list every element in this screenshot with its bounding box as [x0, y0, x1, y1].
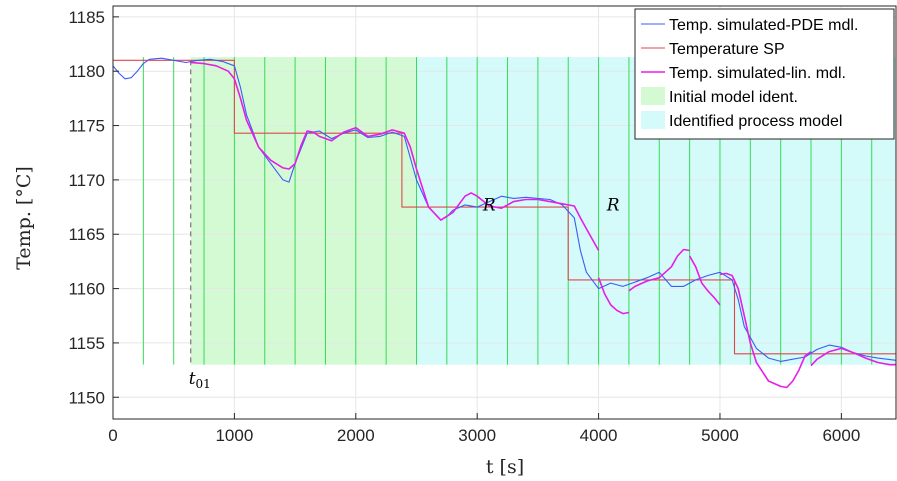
series-temp-simulated-lin-mdl-seg-0 [190, 61, 600, 251]
axes-box [112, 5, 897, 420]
y-tick-label: 1170 [68, 171, 105, 190]
x-tick-label: 4000 [580, 426, 618, 445]
x-tick-label: 1000 [215, 426, 253, 445]
x-tick-label: 3000 [458, 426, 496, 445]
t01-label: t01 [189, 369, 211, 391]
legend-box [634, 8, 895, 140]
shaded-regions [190, 57, 896, 365]
legend-entry-label: Initial model ident. [669, 89, 798, 106]
y-tick-label: 1165 [68, 225, 105, 244]
y-tick-label: 1160 [68, 280, 105, 299]
x-tick-label: 0 [108, 426, 117, 445]
axes-frame [112, 5, 897, 420]
t01-label-subscript: 01 [196, 377, 211, 391]
tick-labels: 0 1000 2000 3000 4000 5000 6000 1150 1155 1160 116… [68, 8, 860, 445]
series-temp-simulated-lin-mdl-seg-5 [810, 347, 896, 367]
legend-entry-label: Temp. simulated-lin. mdl. [669, 65, 846, 82]
series-temp-simulated-lin-mdl-seg-1 [597, 277, 630, 315]
series-temp-simulated-pde-mdl [112, 57, 897, 362]
data-series [112, 57, 897, 389]
series-temperature-sp [113, 59, 896, 355]
y-axis-label: Temp. [°C] [13, 166, 35, 270]
y-tick-label: 1175 [68, 117, 105, 136]
vertical-markers [142, 57, 873, 365]
legend-entry-label: Temp. simulated-PDE mdl. [669, 17, 858, 34]
x-tick-label: 6000 [822, 426, 860, 445]
series-temp-simulated-lin-mdl-seg-2 [628, 248, 690, 292]
x-axis-label: t [s] [486, 456, 524, 478]
y-tick-label: 1185 [68, 8, 105, 27]
x-tick-label: 5000 [701, 426, 739, 445]
y-tick-label: 1150 [68, 388, 105, 407]
annotation-label: R [606, 195, 620, 215]
legend-entry-label: Temperature SP [669, 41, 785, 58]
axis-labels: t [s] Temp. [°C] [13, 166, 524, 478]
y-tick-label: 1180 [68, 62, 105, 81]
legend-entry-label: Identified process model [669, 113, 842, 130]
series-temp-simulated-lin-mdl-seg-3 [688, 255, 721, 306]
shaded-region-0 [190, 57, 417, 365]
legend-swatch-patch [641, 111, 665, 129]
legend: Temp. simulated-PDE mdl. Temperature SP Te… [634, 8, 895, 140]
legend-swatch-patch [641, 87, 665, 105]
t01-label-main: t [189, 369, 196, 389]
annotation-label: R [482, 195, 496, 215]
x-tick-label: 2000 [337, 426, 375, 445]
series-temp-simulated-lin-mdl-seg-4 [719, 272, 812, 389]
y-tick-label: 1155 [68, 334, 105, 353]
